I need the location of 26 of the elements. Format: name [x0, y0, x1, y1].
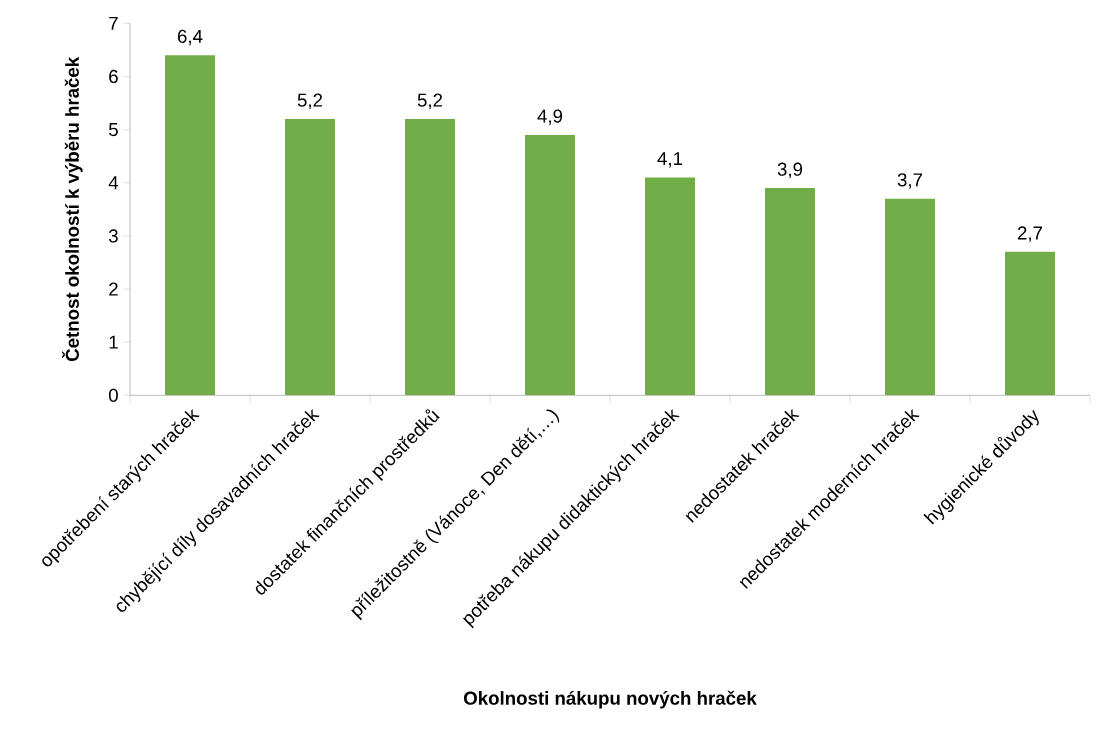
bar [765, 188, 815, 396]
y-tick-label: 1 [109, 335, 118, 349]
y-tick-label: 7 [109, 16, 118, 30]
bar [405, 118, 455, 396]
data-label: 2,7 [1017, 226, 1043, 242]
data-label: 3,9 [777, 162, 803, 179]
bar [285, 118, 335, 396]
bar [645, 177, 695, 396]
y-tick-label: 3 [108, 229, 118, 243]
y-tick-label: 4 [108, 176, 119, 190]
data-label: 5,2 [297, 93, 323, 109]
data-label: 5,2 [417, 93, 443, 109]
bar [525, 134, 575, 396]
bar [165, 55, 216, 396]
y-tick-label: 6 [109, 69, 118, 84]
x-axis-title: Okolnosti nákupu nových hraček [464, 690, 757, 709]
y-tick-label: 0 [108, 388, 118, 402]
bar [884, 198, 935, 396]
data-label: 3,7 [897, 173, 923, 189]
data-label: 6,4 [177, 29, 203, 46]
data-label: 4,9 [537, 109, 563, 125]
y-tick-label: 2 [109, 282, 118, 296]
data-label: 4,1 [657, 152, 683, 168]
y-tick-label: 5 [109, 123, 118, 137]
y-axis-title: Četnost okolností k výběru hraček [62, 56, 83, 362]
bar [1004, 251, 1055, 396]
